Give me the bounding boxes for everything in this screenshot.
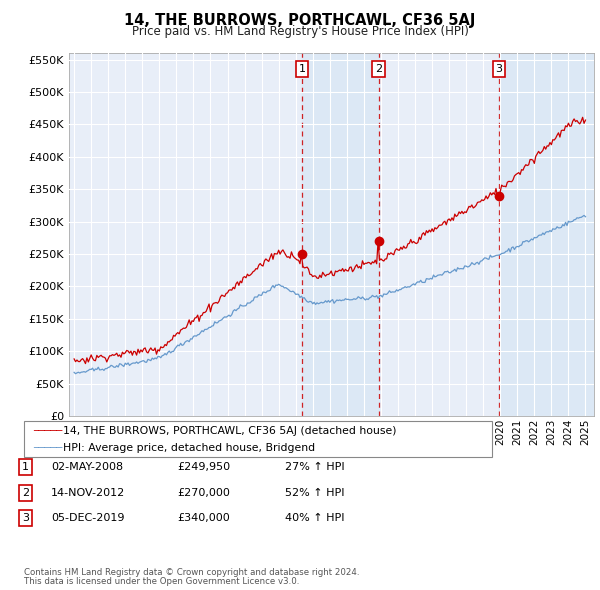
Text: 14-NOV-2012: 14-NOV-2012 — [51, 488, 125, 497]
Text: 14, THE BURROWS, PORTHCAWL, CF36 5AJ (detached house): 14, THE BURROWS, PORTHCAWL, CF36 5AJ (de… — [63, 426, 397, 436]
Text: HPI: Average price, detached house, Bridgend: HPI: Average price, detached house, Brid… — [63, 443, 315, 453]
Text: £340,000: £340,000 — [177, 513, 230, 523]
Text: 3: 3 — [22, 513, 29, 523]
Text: £249,950: £249,950 — [177, 463, 230, 472]
Text: 2: 2 — [22, 488, 29, 497]
Text: 1: 1 — [299, 64, 305, 74]
Text: Price paid vs. HM Land Registry's House Price Index (HPI): Price paid vs. HM Land Registry's House … — [131, 25, 469, 38]
Text: ─────: ───── — [33, 443, 62, 453]
Text: 40% ↑ HPI: 40% ↑ HPI — [285, 513, 344, 523]
Text: 02-MAY-2008: 02-MAY-2008 — [51, 463, 123, 472]
Text: 05-DEC-2019: 05-DEC-2019 — [51, 513, 125, 523]
Text: £270,000: £270,000 — [177, 488, 230, 497]
Bar — [302, 53, 379, 416]
Text: 2: 2 — [375, 64, 382, 74]
Text: ─────: ───── — [33, 426, 62, 436]
Text: 52% ↑ HPI: 52% ↑ HPI — [285, 488, 344, 497]
Bar — [499, 53, 594, 416]
Text: 27% ↑ HPI: 27% ↑ HPI — [285, 463, 344, 472]
Text: 1: 1 — [22, 463, 29, 472]
Text: This data is licensed under the Open Government Licence v3.0.: This data is licensed under the Open Gov… — [24, 577, 299, 586]
Text: 14, THE BURROWS, PORTHCAWL, CF36 5AJ: 14, THE BURROWS, PORTHCAWL, CF36 5AJ — [124, 13, 476, 28]
Text: 3: 3 — [496, 64, 502, 74]
Text: Contains HM Land Registry data © Crown copyright and database right 2024.: Contains HM Land Registry data © Crown c… — [24, 568, 359, 577]
